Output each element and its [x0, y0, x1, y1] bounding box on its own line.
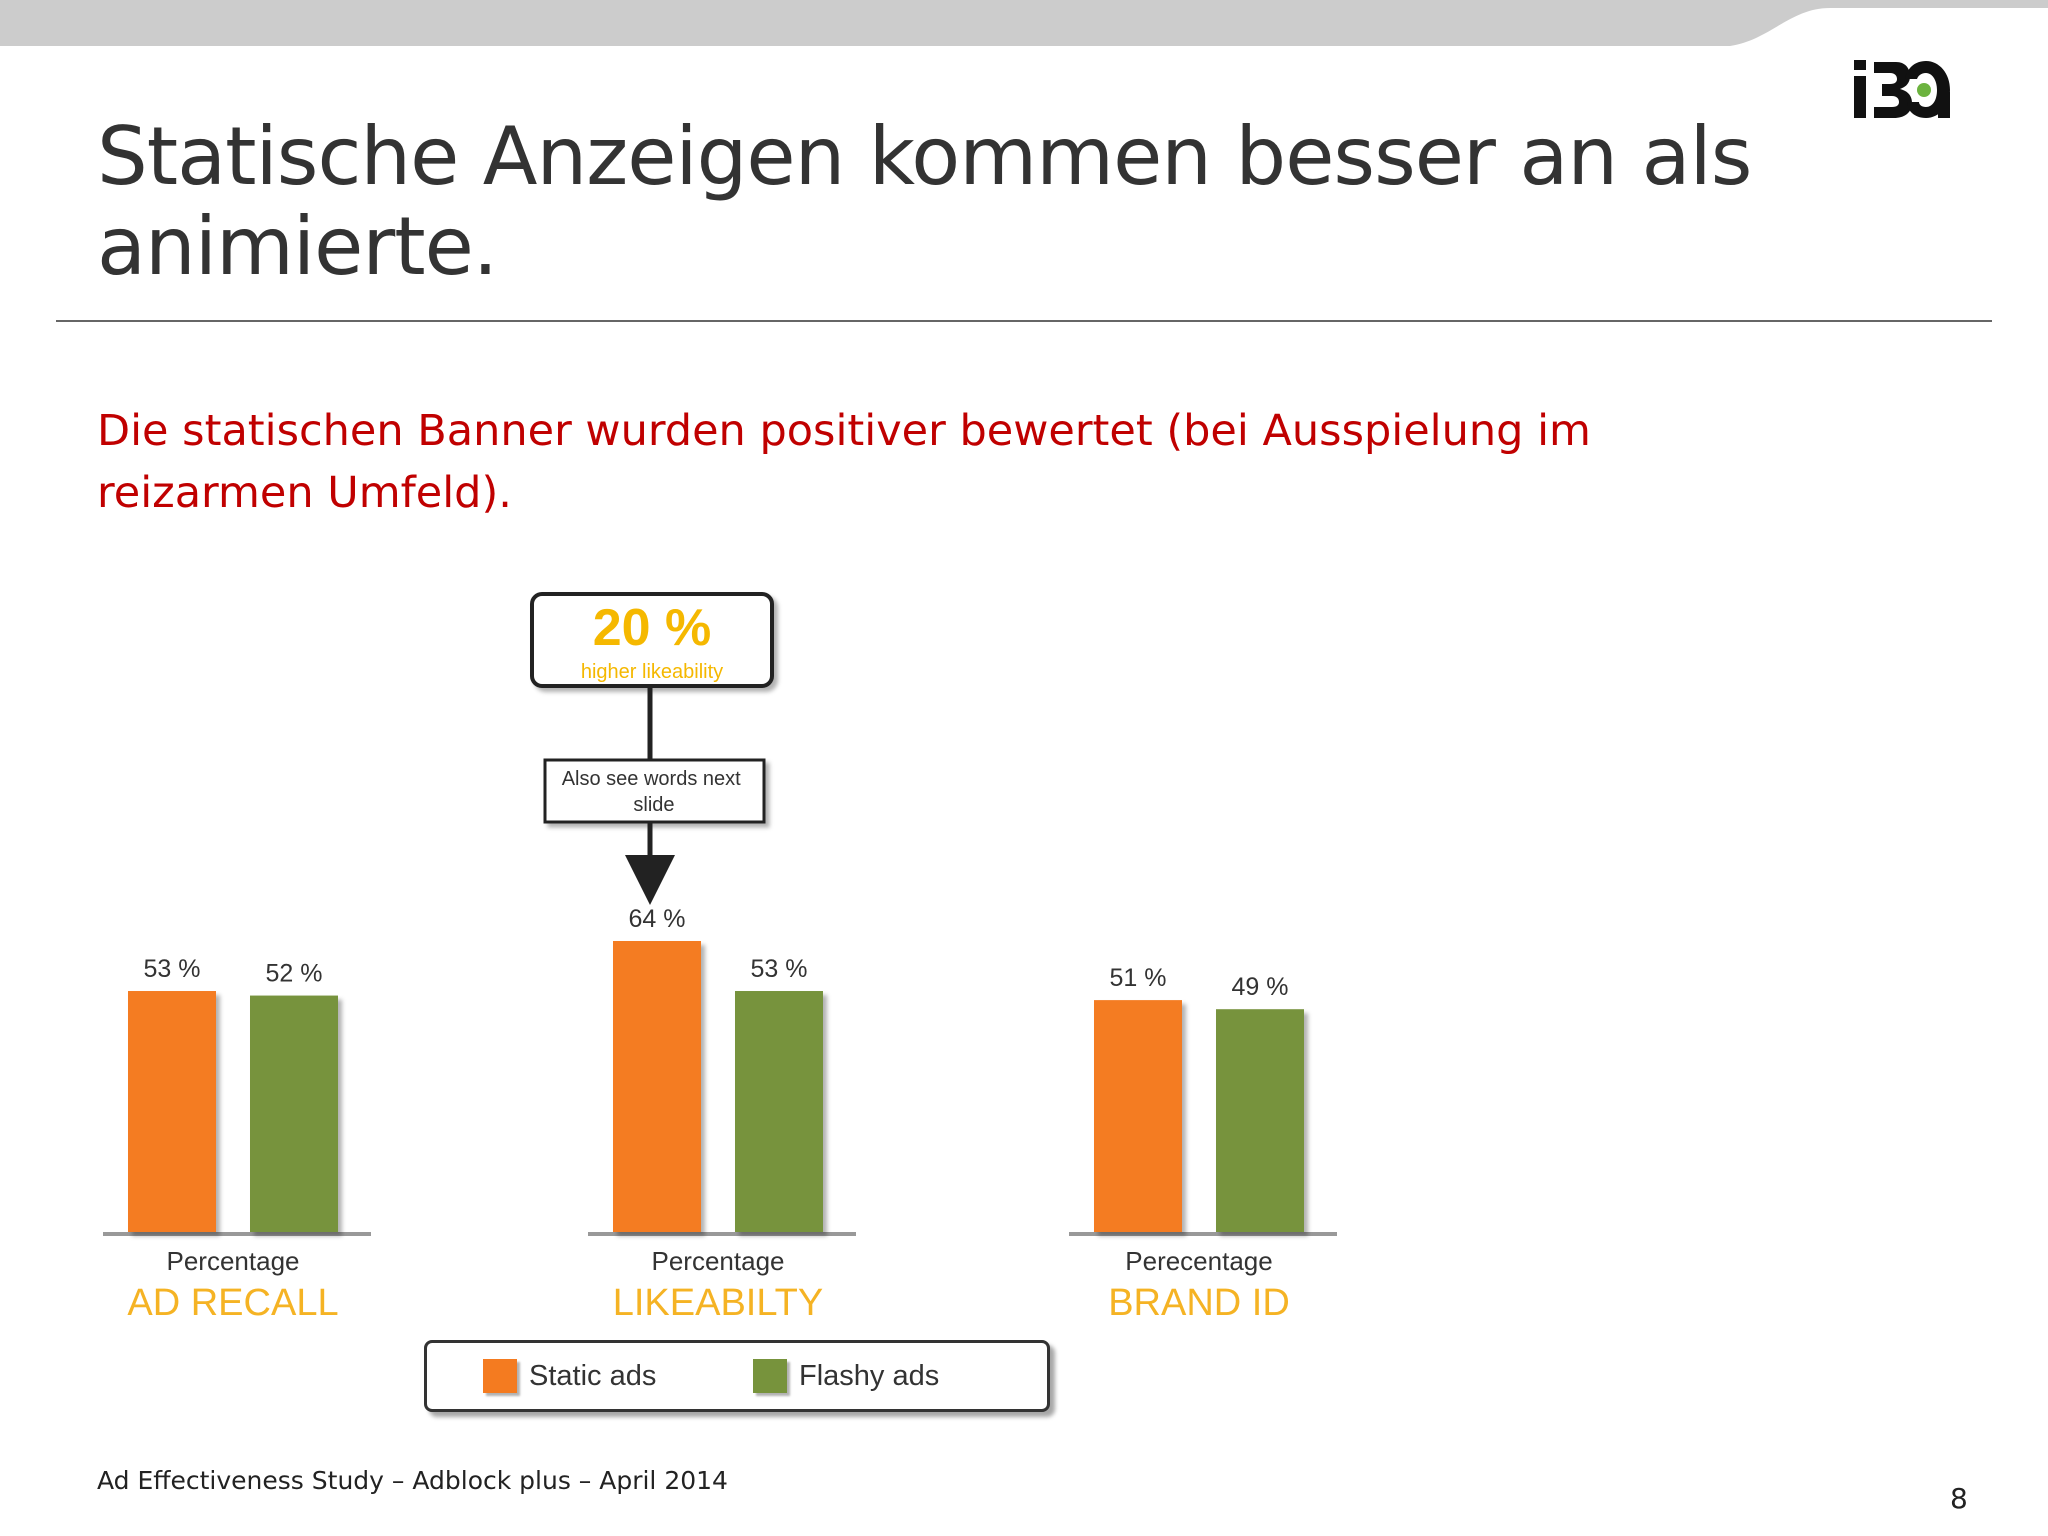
legend-label-flashy-ads: Flashy ads	[799, 1359, 940, 1392]
annotation-headline: 20 %	[593, 599, 712, 657]
legend-swatch-static-ads	[483, 1359, 517, 1393]
data-label-likeabilty-1: 64 %	[629, 905, 686, 933]
category-label-likeabilty: LIKEABILTY	[613, 1282, 824, 1324]
bar-brand-id-flashy-ads	[1216, 1009, 1304, 1232]
annotation-subtext: higher likeability	[581, 661, 723, 683]
footer-source: Ad Effectiveness Study – Adblock plus – …	[97, 1466, 728, 1495]
data-label-likeabilty-2: 53 %	[751, 955, 808, 983]
iba-logo-icon	[1854, 60, 1950, 118]
bar-likeabilty-static-ads	[613, 941, 701, 1232]
axis-label-brand-id: Perecentage	[1125, 1246, 1272, 1276]
legend-item-flashy-ads: Flashy ads	[753, 1359, 939, 1393]
slide-title: Statische Anzeigen kommen besser an als …	[97, 110, 1752, 293]
axis-label-likeabilty: Percentage	[652, 1246, 785, 1276]
bar-brand-id-static-ads	[1094, 1000, 1182, 1232]
bar-likeabilty-flashy-ads	[735, 991, 823, 1232]
data-label-brand-id-1: 51 %	[1110, 964, 1167, 992]
top-decorative-band	[0, 0, 2048, 46]
axis-label-ad-recall: Percentage	[167, 1246, 300, 1276]
bar-ad-recall-static-ads	[128, 991, 216, 1232]
baseline-ad-recall	[103, 1232, 371, 1236]
legend-swatch-flashy-ads	[753, 1359, 787, 1393]
bar-groups: 53 % 52 % Percentage AD RECALL 64 % 53 % Perce…	[103, 905, 1337, 1324]
annotation-note: Also see words next slide	[562, 768, 747, 816]
annotation-note-line-2: slide	[633, 794, 674, 816]
slide-subtitle: Die statischen Banner wurden positiver b…	[97, 406, 1591, 518]
baseline-brand-id	[1069, 1232, 1337, 1236]
annotation-note-line-1: Also see words next	[562, 768, 741, 790]
likeability-annotation: 20 % higher likeability Also see words n…	[530, 592, 774, 905]
bar-ad-recall-flashy-ads	[250, 995, 338, 1232]
legend-label-static-ads: Static ads	[529, 1359, 657, 1392]
category-label-brand-id: BRAND ID	[1108, 1282, 1290, 1324]
page-number: 8	[1950, 1482, 1968, 1515]
legend-item-static-ads: Static ads	[483, 1359, 656, 1393]
data-label-brand-id-2: 49 %	[1232, 973, 1289, 1001]
title-divider	[56, 320, 1992, 322]
data-label-ad-recall-2: 52 %	[266, 960, 323, 988]
chart-legend: Static ads Flashy ads	[424, 1340, 1050, 1412]
category-label-ad-recall: AD RECALL	[127, 1282, 338, 1324]
data-label-ad-recall-1: 53 %	[144, 955, 201, 983]
baseline-likeabilty	[588, 1232, 856, 1236]
